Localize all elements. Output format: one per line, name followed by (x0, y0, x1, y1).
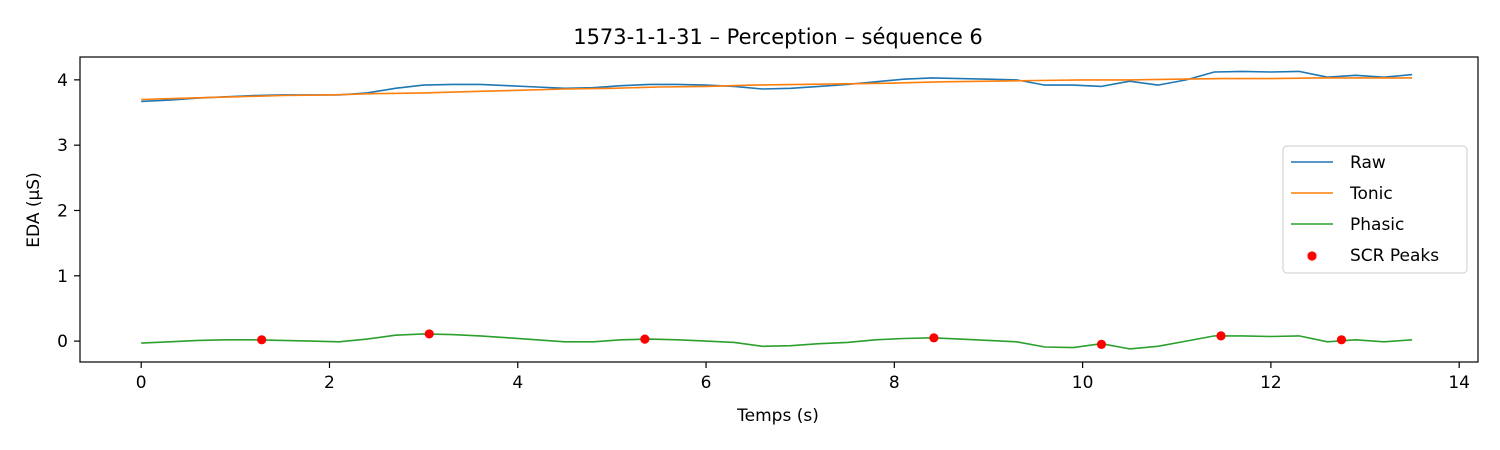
series-line-phasic (141, 333, 1413, 350)
x-tick-label: 10 (1072, 373, 1094, 393)
series-layer (141, 70, 1413, 350)
x-tick-label: 2 (324, 373, 335, 393)
legend-label: Tonic (1349, 184, 1393, 204)
plot-frame (79, 56, 1479, 363)
y-tick-label: 0 (57, 332, 68, 352)
chart-title: 1573-1-1-31 – Perception – séquence 6 (573, 25, 983, 49)
y-tick-label: 1 (57, 267, 68, 287)
x-tick-label: 6 (701, 373, 712, 393)
scr-peak-point (424, 329, 434, 339)
x-tick-label: 12 (1260, 373, 1282, 393)
legend-label: Phasic (1350, 215, 1404, 235)
y-tick-label: 4 (57, 71, 68, 91)
legend-box (1282, 145, 1468, 274)
y-tick-label: 2 (57, 201, 68, 221)
x-axis-ticks: 0 2 4 6 8 10 12 14 (136, 362, 1470, 393)
x-tick-label: 14 (1448, 373, 1470, 393)
x-tick-label: 0 (136, 373, 147, 393)
series-line-tonic (141, 77, 1413, 101)
y-axis-ticks: 0 1 2 3 4 (57, 71, 80, 352)
scr-peak-point (640, 334, 650, 344)
legend-label: Raw (1350, 153, 1386, 173)
legend-label: SCR Peaks (1350, 246, 1439, 266)
y-axis-label: EDA (µS) (24, 172, 44, 247)
x-tick-label: 8 (889, 373, 900, 393)
scr-peak-point (1336, 335, 1347, 345)
scr-peak-point (1096, 339, 1107, 349)
scr-peak-point (257, 335, 267, 345)
scr-peak-point (929, 333, 939, 343)
x-axis-label: Temps (s) (736, 406, 819, 426)
scr-peak-point (1216, 331, 1226, 341)
y-tick-label: 3 (57, 136, 68, 156)
x-tick-label: 4 (512, 373, 523, 393)
legend: Raw Tonic Phasic SCR Peaks (1282, 145, 1468, 274)
legend-swatch (1307, 251, 1317, 261)
